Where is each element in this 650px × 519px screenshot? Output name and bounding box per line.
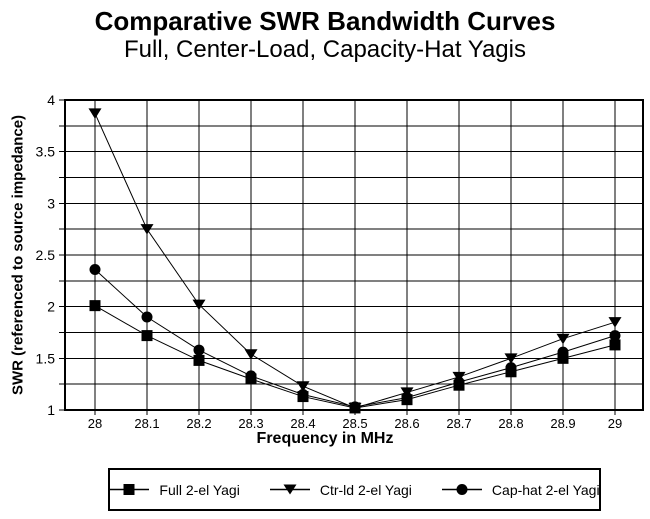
- data-point-triangle: [504, 353, 518, 364]
- y-tick-label: 3.5: [36, 144, 56, 160]
- x-tick-label: 28.8: [498, 416, 523, 431]
- data-point-square: [89, 300, 101, 312]
- data-point-triangle: [140, 224, 154, 235]
- data-point-triangle: [88, 108, 102, 119]
- circle-marker-icon: [441, 484, 482, 495]
- data-point-circle: [349, 401, 361, 413]
- data-point-circle: [141, 311, 153, 323]
- data-point-triangle: [244, 349, 258, 360]
- data-point-triangle: [608, 317, 622, 328]
- data-point-circle: [245, 370, 257, 382]
- legend-label: Ctr-ld 2-el Yagi: [319, 481, 412, 498]
- legend-label: Full 2-el Yagi: [159, 481, 240, 498]
- square-marker-icon: [109, 484, 150, 495]
- data-point-circle: [505, 362, 517, 374]
- data-point-circle: [89, 263, 101, 275]
- x-tick-label: 28.2: [186, 416, 211, 431]
- y-tick-label: 3: [47, 195, 55, 211]
- x-tick-label: 28.7: [446, 416, 471, 431]
- chart-subtitle: Full, Center-Load, Capacity-Hat Yagis: [124, 36, 526, 63]
- y-tick-label: 2.5: [36, 247, 56, 263]
- y-tick-label: 1: [47, 402, 55, 418]
- data-point-triangle: [192, 299, 206, 311]
- x-tick-label: 28.6: [394, 416, 419, 431]
- x-axis-title: Frequency in MHz: [256, 430, 394, 447]
- data-point-square: [141, 330, 153, 342]
- x-tick-label: 28: [88, 416, 102, 431]
- x-tick-label: 28.4: [290, 416, 315, 431]
- swr-plot-area: 1 1.5 2 2.5 3 3.5 4 28 28.1 28.2 28.3 28.4 28.5 28.6 2…: [36, 92, 644, 431]
- triangle-down-marker-icon: [269, 484, 310, 495]
- x-tick-label: 28.1: [134, 416, 159, 431]
- legend-label: Cap-hat 2-el Yagi: [491, 481, 600, 498]
- data-point-circle: [453, 376, 465, 388]
- data-point-circle: [401, 392, 413, 404]
- data-point-circle: [297, 389, 309, 400]
- data-point-square: [609, 339, 621, 351]
- x-tick-label: 28.3: [238, 416, 263, 431]
- data-point-square: [193, 354, 205, 366]
- legend-item-full-yagi: Full 2-el Yagi: [109, 481, 240, 498]
- data-point-triangle: [296, 381, 310, 392]
- y-tick-label: 2: [47, 299, 55, 315]
- chart-title: Comparative SWR Bandwidth Curves: [94, 6, 556, 36]
- x-tick-label: 28.9: [550, 416, 575, 431]
- y-tick-label: 1.5: [36, 350, 56, 366]
- x-tick-label: 29: [608, 416, 622, 431]
- data-point-circle: [193, 344, 205, 356]
- legend: Full 2-el Yagi Ctr-ld 2-el Yagi Cap-hat …: [108, 468, 601, 511]
- x-tick-label: 28.5: [342, 416, 367, 431]
- legend-item-cap-hat-yagi: Cap-hat 2-el Yagi: [441, 481, 600, 498]
- data-point-circle: [557, 346, 569, 358]
- data-point-square: [557, 352, 569, 364]
- data-point-circle: [609, 330, 621, 342]
- y-tick-label: 4: [47, 92, 55, 108]
- legend-item-ctr-ld-yagi: Ctr-ld 2-el Yagi: [269, 481, 412, 498]
- data-point-triangle: [556, 333, 570, 345]
